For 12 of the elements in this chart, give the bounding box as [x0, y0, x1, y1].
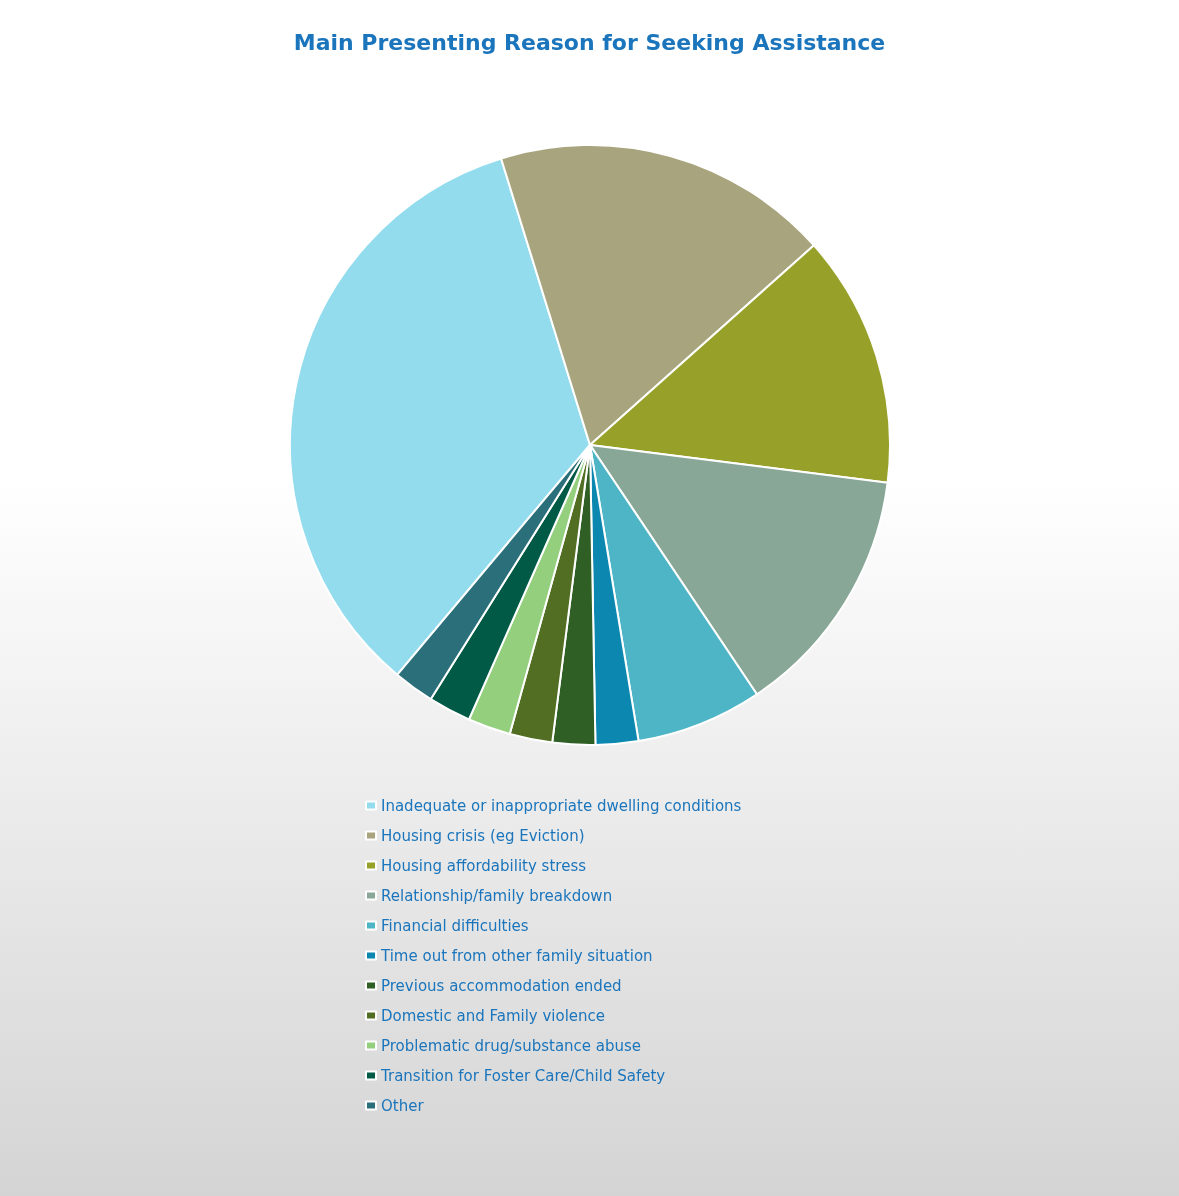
chart-title: Main Presenting Reason for Seeking Assistance — [293, 29, 886, 55]
legend-label: Other — [381, 1096, 425, 1115]
legend-label: Previous accommodation ended — [381, 976, 622, 995]
legend-label: Transition for Foster Care/Child Safety — [380, 1066, 666, 1085]
legend-label: Housing crisis (eg Eviction) — [381, 826, 585, 845]
legend-label: Financial difficulties — [381, 916, 529, 935]
legend-label: Domestic and Family violence — [381, 1006, 606, 1025]
legend-label: Relationship/family breakdown — [381, 886, 613, 905]
legend-label: Inadequate or inappropriate dwelling conditions — [381, 796, 742, 815]
legend-label: Housing affordability stress — [381, 856, 587, 875]
legend-label: Time out from other family situation — [380, 946, 653, 965]
legend-label: Problematic drug/substance abuse — [381, 1036, 642, 1055]
